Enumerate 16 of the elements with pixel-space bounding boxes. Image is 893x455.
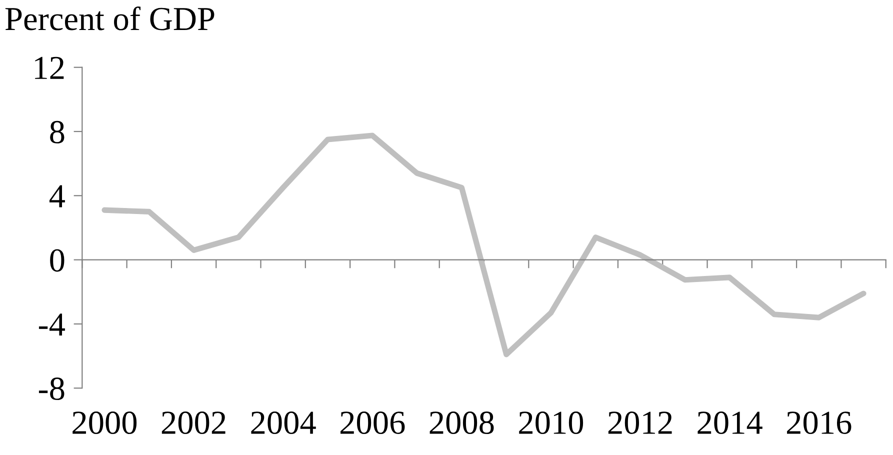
- x-tick-label: 2002: [162, 412, 226, 434]
- x-tick-label: 2000: [72, 412, 137, 434]
- x-tick-label: 2014: [698, 412, 762, 434]
- y-tick-label: 8: [50, 120, 64, 144]
- x-tick-label: 2004: [251, 412, 316, 434]
- y-tick-label: -8: [38, 378, 64, 400]
- y-tick-label: 4: [49, 185, 65, 208]
- y-axis-title: Percent of GDP: [5, 6, 214, 30]
- x-tick-label: 2006: [340, 412, 405, 434]
- y-tick-label: 12: [35, 56, 64, 79]
- x-tick-label: 2008: [430, 412, 494, 434]
- x-tick-label: 2016: [787, 412, 852, 434]
- x-tick-label: 2012: [608, 412, 672, 434]
- x-tick-label: 2010: [519, 412, 584, 434]
- y-tick-label: -4: [38, 314, 65, 336]
- y-tick-label: 0: [50, 249, 64, 272]
